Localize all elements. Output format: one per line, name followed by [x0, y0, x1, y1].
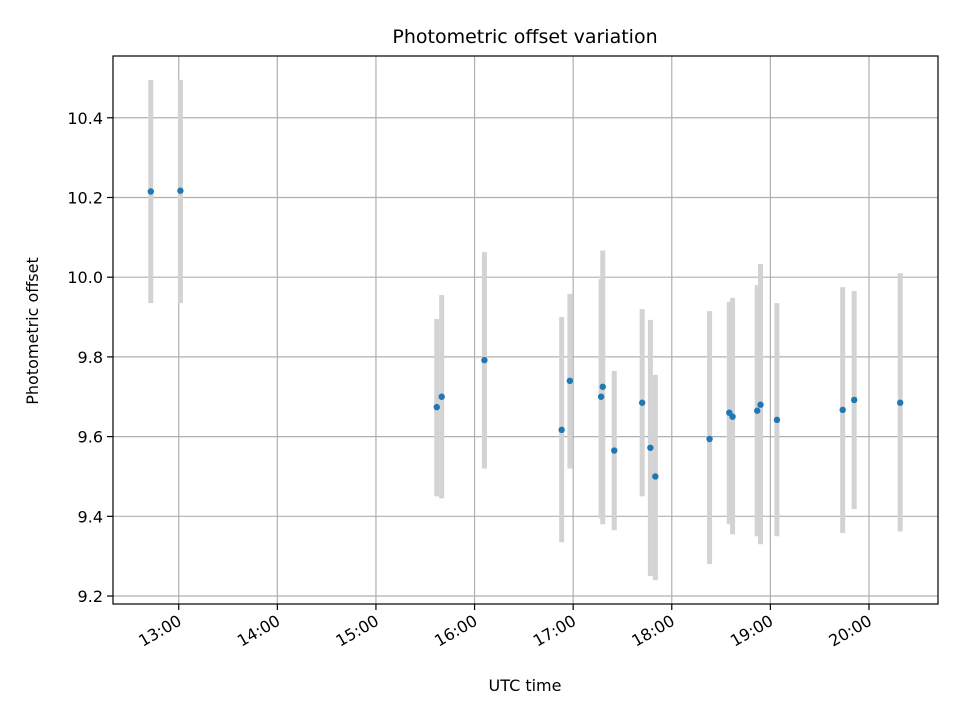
plot-frame — [112, 55, 939, 605]
data-point — [757, 401, 764, 408]
data-point — [438, 393, 445, 400]
data-point — [652, 473, 659, 480]
data-point — [481, 356, 488, 364]
data-point — [729, 413, 736, 420]
y-tick-label: 9.6 — [78, 428, 103, 447]
x-axis-label: UTC time — [489, 676, 562, 695]
data-point — [647, 444, 654, 451]
data-point — [558, 426, 565, 434]
data-point — [850, 396, 858, 404]
chart-title: Photometric offset variation — [392, 26, 657, 48]
data-point — [773, 416, 781, 424]
data-point — [147, 188, 154, 195]
data-point — [897, 399, 904, 406]
y-axis-label: Photometric offset — [23, 257, 42, 405]
data-point — [599, 383, 606, 390]
data-point — [597, 393, 605, 400]
data-point — [611, 447, 618, 454]
y-tick-label: 10.0 — [67, 268, 103, 287]
data-point — [177, 187, 184, 194]
y-tick-label: 10.4 — [67, 109, 103, 128]
grid — [113, 56, 938, 604]
y-tick-label: 10.2 — [67, 188, 103, 207]
y-tick-label: 9.8 — [78, 348, 103, 367]
data-point — [754, 407, 761, 414]
data-point — [839, 406, 846, 414]
y-tick-label: 9.2 — [78, 587, 103, 606]
data-point — [706, 435, 713, 443]
data-points — [147, 187, 904, 480]
data-point — [433, 403, 440, 411]
data-point — [566, 377, 574, 385]
data-point — [638, 399, 646, 406]
y-tick-label: 9.4 — [78, 507, 103, 526]
